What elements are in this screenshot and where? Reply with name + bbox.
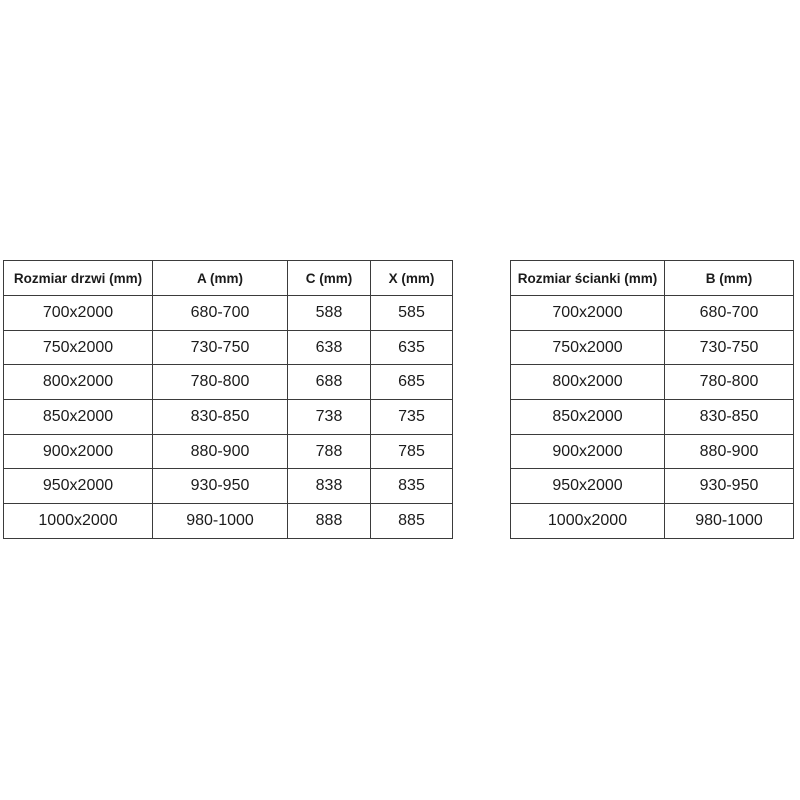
table-row: 750x2000 730-750 638 635: [3, 329, 453, 366]
table-cell: 950x2000: [3, 468, 153, 505]
table-cell: 830-850: [664, 399, 794, 435]
column-header: Rozmiar drzwi (mm): [3, 260, 153, 296]
table-cell: 835: [370, 468, 453, 505]
table-cell: 585: [370, 295, 453, 331]
table-cell: 888: [287, 503, 371, 539]
wall-panel-sizes-table: Rozmiar ścianki (mm) B (mm) 700x2000 680-70…: [510, 260, 794, 539]
table-cell: 885: [370, 503, 453, 539]
table-cell: 880-900: [664, 433, 794, 470]
table-row: 1000x2000 980-1000: [510, 503, 794, 539]
table-cell: 980-1000: [664, 503, 794, 539]
table-cell: 788: [287, 433, 371, 470]
table-cell: 735: [370, 399, 453, 435]
table-cell: 780-800: [152, 364, 288, 401]
table-cell: 800x2000: [3, 364, 153, 401]
table-cell: 750x2000: [510, 329, 665, 366]
header-row: Rozmiar drzwi (mm) A (mm) C (mm) X (mm): [3, 260, 453, 296]
table-cell: 838: [287, 468, 371, 505]
column-header: Rozmiar ścianki (mm): [510, 260, 665, 296]
table-cell: 785: [370, 433, 453, 470]
table-row: 750x2000 730-750: [510, 329, 794, 366]
table-cell: 880-900: [152, 433, 288, 470]
table-cell: 730-750: [664, 329, 794, 366]
column-header: C (mm): [287, 260, 371, 296]
table-row: 700x2000 680-700 588 585: [3, 295, 453, 331]
table-cell: 738: [287, 399, 371, 435]
table-cell: 900x2000: [510, 433, 665, 470]
table-cell: 638: [287, 329, 371, 366]
table-row: 800x2000 780-800: [510, 364, 794, 401]
table-cell: 635: [370, 329, 453, 366]
door-sizes-table: Rozmiar drzwi (mm) A (mm) C (mm) X (mm) 700x…: [3, 260, 453, 539]
table-cell: 780-800: [664, 364, 794, 401]
table-row: 950x2000 930-950: [510, 468, 794, 505]
table-cell: 700x2000: [3, 295, 153, 331]
table-row: 950x2000 930-950 838 835: [3, 468, 453, 505]
table-cell: 980-1000: [152, 503, 288, 539]
table-cell: 800x2000: [510, 364, 665, 401]
table-cell: 685: [370, 364, 453, 401]
table-cell: 730-750: [152, 329, 288, 366]
table-cell: 930-950: [664, 468, 794, 505]
table-cell: 688: [287, 364, 371, 401]
table-cell: 830-850: [152, 399, 288, 435]
table-cell: 680-700: [152, 295, 288, 331]
table-cell: 750x2000: [3, 329, 153, 366]
table-cell: 680-700: [664, 295, 794, 331]
column-header: X (mm): [370, 260, 453, 296]
table-row: 850x2000 830-850 738 735: [3, 399, 453, 435]
table-row: 900x2000 880-900 788 785: [3, 433, 453, 470]
table-cell: 950x2000: [510, 468, 665, 505]
column-header: A (mm): [152, 260, 288, 296]
table-cell: 930-950: [152, 468, 288, 505]
table-cell: 700x2000: [510, 295, 665, 331]
table-row: 700x2000 680-700: [510, 295, 794, 331]
table-row: 900x2000 880-900: [510, 433, 794, 470]
table-cell: 850x2000: [3, 399, 153, 435]
table-row: 850x2000 830-850: [510, 399, 794, 435]
table-cell: 1000x2000: [3, 503, 153, 539]
table-cell: 1000x2000: [510, 503, 665, 539]
table-cell: 588: [287, 295, 371, 331]
header-row: Rozmiar ścianki (mm) B (mm): [510, 260, 794, 296]
table-cell: 900x2000: [3, 433, 153, 470]
column-header: B (mm): [664, 260, 794, 296]
table-row: 1000x2000 980-1000 888 885: [3, 503, 453, 539]
table-cell: 850x2000: [510, 399, 665, 435]
table-row: 800x2000 780-800 688 685: [3, 364, 453, 401]
